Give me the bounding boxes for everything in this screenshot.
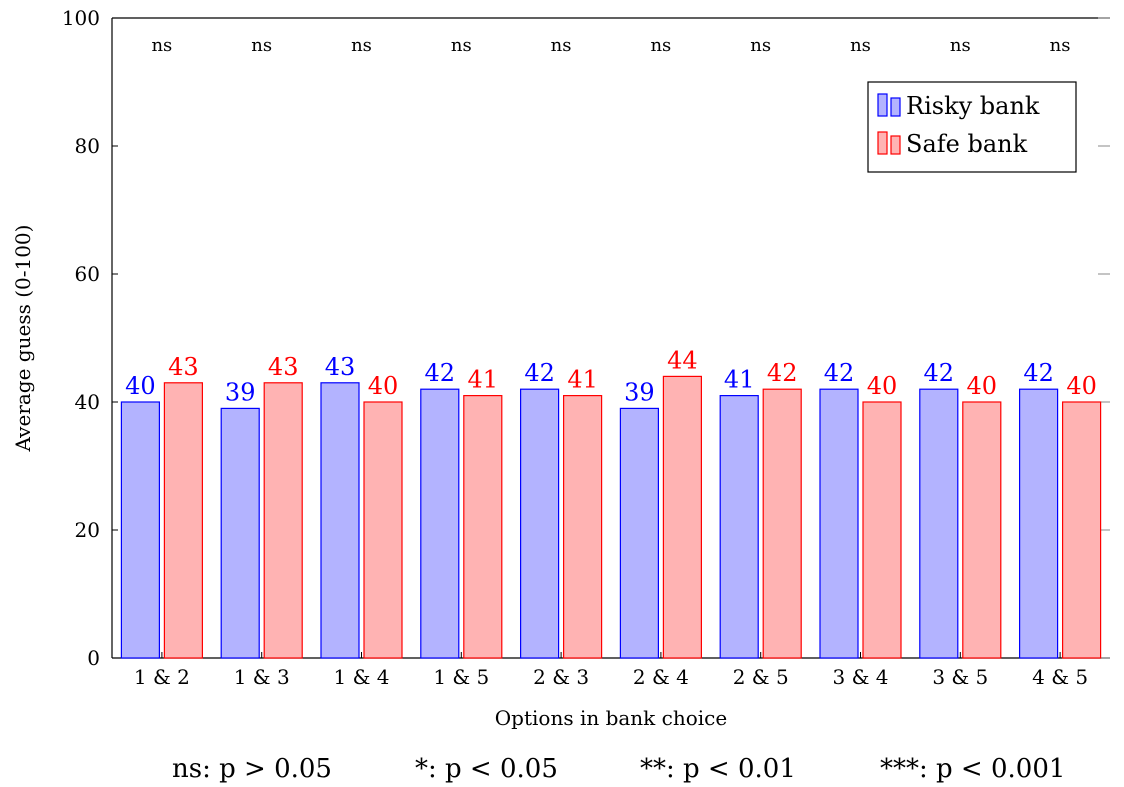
data-label: 40 <box>967 372 998 400</box>
x-tick-label: 3 & 4 <box>833 665 889 689</box>
bar <box>163 382 203 659</box>
significance-label: ns <box>151 35 172 56</box>
bar <box>719 395 759 659</box>
x-tick-label: 2 & 5 <box>733 665 789 689</box>
significance-footnote: ns: p > 0.05 *: p < 0.05 **: p < 0.01 ***: … <box>172 754 1065 784</box>
significance-label: ns <box>451 35 472 56</box>
bar <box>320 382 360 659</box>
significance-labels-group: ns ns ns ns ns ns ns ns ns ns <box>151 35 1070 56</box>
data-label: 43 <box>325 353 356 381</box>
data-label: 44 <box>667 346 698 374</box>
bar <box>562 395 603 659</box>
y-tick-label: 100 <box>62 6 100 30</box>
y-tick-label: 0 <box>87 646 100 670</box>
bar <box>519 388 560 659</box>
bar <box>263 382 303 659</box>
y-axis-ticks: 0 20 40 60 80 100 <box>62 6 1110 670</box>
data-label: 39 <box>225 378 256 406</box>
significance-label: ns <box>1050 35 1071 56</box>
x-tick-label: 1 & 3 <box>234 665 290 689</box>
data-label: 42 <box>425 359 456 387</box>
data-label: 42 <box>824 359 855 387</box>
y-tick-label: 80 <box>75 134 100 158</box>
data-label: 41 <box>468 366 499 394</box>
legend: Risky bank Safe bank <box>867 81 1077 173</box>
x-tick-label: 4 & 5 <box>1032 665 1088 689</box>
data-label: 42 <box>924 359 955 387</box>
significance-label: ns <box>850 35 871 56</box>
significance-label: ns <box>750 35 771 56</box>
bar <box>363 401 403 659</box>
data-label: 43 <box>168 353 199 381</box>
data-label: 40 <box>867 372 898 400</box>
bar <box>819 388 859 659</box>
legend-swatch <box>890 97 901 117</box>
bar <box>420 388 460 659</box>
x-tick-label: 1 & 4 <box>334 665 390 689</box>
bar <box>662 375 703 659</box>
legend-box <box>867 81 1077 173</box>
x-axis-title: Options in bank choice <box>495 706 727 730</box>
bars-group <box>120 375 1102 659</box>
x-tick-label: 1 & 5 <box>433 665 489 689</box>
y-tick-label: 60 <box>75 262 100 286</box>
bar <box>220 407 260 659</box>
footnote-item: *: p < 0.05 <box>415 754 558 784</box>
x-tick-label: 2 & 3 <box>533 665 589 689</box>
data-label: 42 <box>1023 359 1054 387</box>
footnote-item: ***: p < 0.001 <box>880 754 1065 784</box>
y-tick-label: 20 <box>75 518 100 542</box>
data-label: 42 <box>524 359 555 387</box>
legend-label: Safe bank <box>906 130 1028 158</box>
data-label: 42 <box>767 359 798 387</box>
data-label: 40 <box>368 372 399 400</box>
significance-label: ns <box>650 35 671 56</box>
significance-label: ns <box>351 35 372 56</box>
x-tick-label: 3 & 5 <box>932 665 988 689</box>
legend-label: Risky bank <box>906 92 1040 120</box>
data-label: 39 <box>624 378 655 406</box>
footnote-item: **: p < 0.01 <box>640 754 796 784</box>
data-label: 40 <box>1066 372 1097 400</box>
data-label: 43 <box>268 353 299 381</box>
data-label: 41 <box>724 366 755 394</box>
bar <box>120 401 161 659</box>
significance-label: ns <box>251 35 272 56</box>
legend-swatch <box>890 135 901 155</box>
bar <box>862 401 902 659</box>
bar <box>1018 388 1059 659</box>
significance-label: ns <box>950 35 971 56</box>
footnote-item: ns: p > 0.05 <box>172 754 332 784</box>
y-axis-title: Average guess (0-100) <box>11 225 35 453</box>
legend-swatch <box>877 131 888 155</box>
x-axis-ticks: 1 & 2 1 & 3 1 & 4 1 & 5 2 & 3 2 & 4 2 & 5 3 & 4… <box>134 652 1088 689</box>
x-tick-label: 2 & 4 <box>633 665 689 689</box>
legend-swatch <box>877 93 888 117</box>
y-tick-label: 40 <box>75 390 100 414</box>
bar <box>1061 401 1102 659</box>
bar <box>962 401 1002 659</box>
bar <box>762 388 802 659</box>
bar <box>919 388 959 659</box>
data-label: 41 <box>567 366 598 394</box>
data-label: 40 <box>125 372 156 400</box>
x-tick-label: 1 & 2 <box>134 665 190 689</box>
bar <box>619 407 660 659</box>
significance-label: ns <box>551 35 572 56</box>
bar <box>463 395 503 659</box>
data-labels-group: 40 43 39 43 43 40 42 41 42 41 39 44 41 42 42 40 42 40 42 40 <box>125 346 1097 406</box>
